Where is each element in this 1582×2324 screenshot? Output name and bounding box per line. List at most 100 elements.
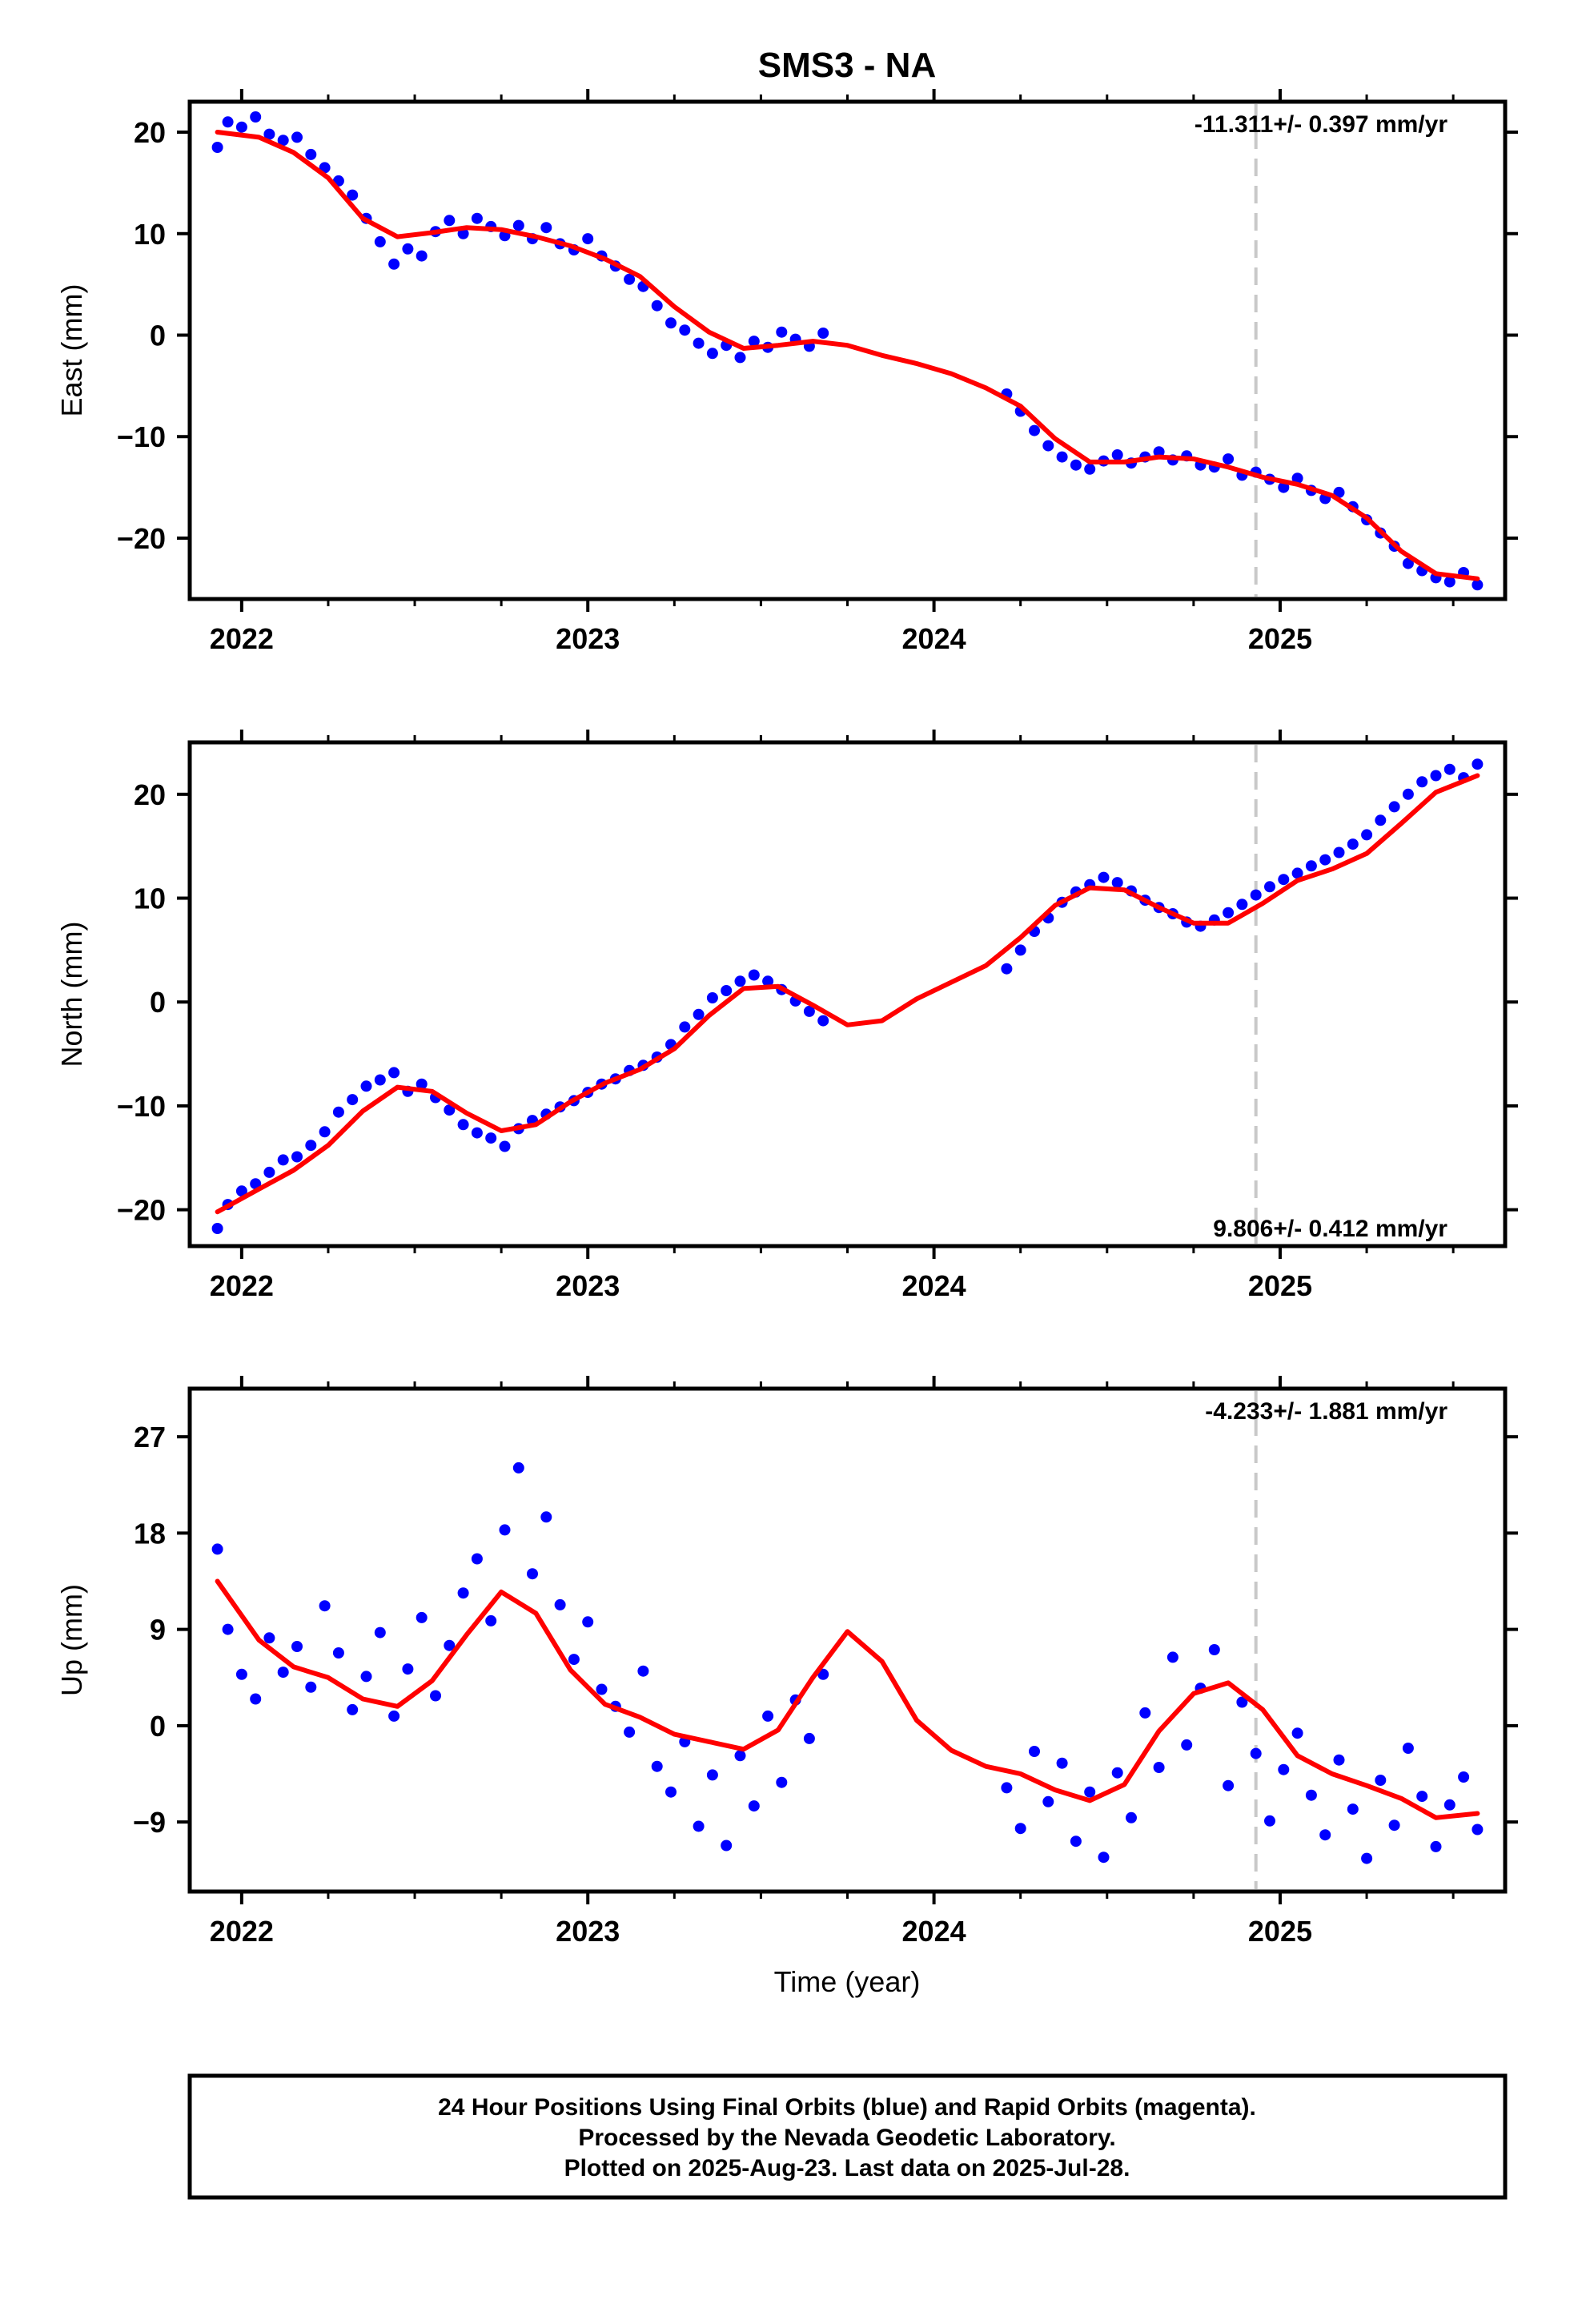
north-data-point [319, 1126, 331, 1138]
east-data-point [679, 324, 691, 336]
up-data-point [776, 1776, 788, 1788]
north-data-point [457, 1119, 469, 1131]
caption-line-3: Plotted on 2025-Aug-23. Last data on 202… [564, 2155, 1130, 2181]
up-data-point [1111, 1767, 1123, 1779]
north-y-tick-label: −20 [117, 1194, 166, 1227]
north-data-point [485, 1132, 497, 1144]
east-data-point [277, 135, 289, 147]
up-data-point [1347, 1803, 1359, 1815]
east-y-tick-label: 20 [134, 116, 166, 149]
north-data-point [1388, 801, 1400, 813]
up-data-point [1166, 1651, 1178, 1663]
up-data-point [651, 1760, 663, 1772]
up-data-point [706, 1769, 718, 1781]
up-data-point [485, 1614, 497, 1626]
north-data-point [679, 1021, 691, 1033]
up-data-point [554, 1598, 566, 1610]
north-data-point [1111, 877, 1123, 889]
north-data-point [1319, 854, 1331, 866]
up-data-point [1278, 1763, 1290, 1775]
north-data-point [1001, 963, 1013, 975]
up-data-point [540, 1511, 552, 1523]
north-data-point [1361, 829, 1373, 841]
up-data-point [1443, 1799, 1456, 1811]
up-data-point [1388, 1819, 1400, 1831]
up-data-point [1001, 1782, 1013, 1794]
up-data-point [1223, 1779, 1235, 1791]
north-data-points [211, 758, 1484, 1234]
north-data-point [762, 975, 774, 987]
north-x-tick-label: 2022 [210, 1269, 274, 1302]
east-y-tick-label: −10 [117, 420, 166, 453]
north-data-point [1236, 899, 1248, 911]
north-x-tick-label: 2025 [1248, 1269, 1312, 1302]
north-data-point [1472, 758, 1484, 770]
up-data-point [1153, 1762, 1165, 1773]
north-panel: 2022 2023 2024 2025 20 10 0 −10 −20 9.806+/- 0.4… [55, 730, 1518, 1302]
east-data-point [1223, 453, 1235, 465]
up-plot-frame [187, 1386, 1508, 1894]
up-data-point [1098, 1852, 1110, 1864]
up-data-point [1458, 1771, 1470, 1783]
up-y-tick-label: −9 [133, 1806, 166, 1839]
up-data-point [1291, 1727, 1303, 1739]
north-model-curve [215, 773, 1480, 1215]
up-data-point [693, 1820, 705, 1832]
north-y-tick-label: 10 [134, 883, 166, 915]
north-data-point [1014, 944, 1026, 956]
east-data-point [1153, 446, 1165, 458]
up-data-point [250, 1693, 262, 1705]
east-data-point [1111, 449, 1123, 460]
north-data-point [332, 1106, 344, 1118]
north-data-point [748, 969, 760, 981]
north-data-point [734, 975, 746, 987]
up-panel: 2022 2023 2024 2025 27 18 9 0 −9 -4.233+/- 1.881… [55, 1376, 1518, 1948]
up-data-point [444, 1639, 456, 1651]
north-data-point [499, 1140, 511, 1152]
north-data-point [1223, 907, 1235, 919]
east-data-point [291, 131, 303, 143]
up-data-point [1250, 1747, 1262, 1759]
east-y-tick-label: −20 [117, 522, 166, 555]
north-data-point [250, 1178, 262, 1190]
east-y-axis-title: East (mm) [55, 284, 88, 417]
north-data-point [211, 1223, 223, 1234]
up-data-point [235, 1668, 247, 1680]
up-y-tick-label: 18 [134, 1517, 166, 1550]
east-data-point [347, 189, 359, 201]
up-data-point [1402, 1743, 1414, 1754]
up-x-tick-label: 2024 [902, 1915, 966, 1948]
up-data-point [1472, 1823, 1484, 1835]
north-data-point [444, 1104, 456, 1116]
up-rate-label: -4.233+/- 1.881 mm/yr [1205, 1398, 1447, 1425]
up-data-points [211, 1462, 1484, 1864]
east-data-point [402, 243, 414, 255]
north-data-point [471, 1127, 483, 1139]
up-data-point [1014, 1823, 1026, 1835]
north-data-point [277, 1154, 289, 1166]
up-data-point [277, 1667, 289, 1679]
east-data-point [444, 215, 456, 227]
up-data-point [402, 1663, 414, 1675]
caption-line-2: Processed by the Nevada Geodetic Laborat… [578, 2125, 1115, 2151]
east-plot-frame [187, 99, 1508, 601]
up-data-point [211, 1543, 223, 1555]
north-data-point [1416, 776, 1428, 788]
up-data-point [1042, 1795, 1054, 1807]
north-data-point [291, 1151, 303, 1163]
up-data-point [1070, 1835, 1082, 1848]
east-data-point [1291, 472, 1303, 485]
north-data-point [235, 1185, 247, 1197]
up-data-point [1375, 1775, 1387, 1786]
up-data-point [1416, 1791, 1428, 1803]
up-x-tick-label: 2022 [210, 1915, 274, 1948]
east-panel: 2022 2023 2024 2025 20 10 0 −10 −20 -11.311+/- 0… [55, 89, 1518, 655]
north-data-point [1333, 846, 1345, 858]
up-data-point [416, 1611, 428, 1623]
up-data-point [291, 1641, 303, 1652]
east-data-point [1443, 576, 1456, 588]
east-data-point [651, 300, 663, 312]
caption-frame [187, 2073, 1508, 2200]
east-data-point [624, 273, 636, 285]
